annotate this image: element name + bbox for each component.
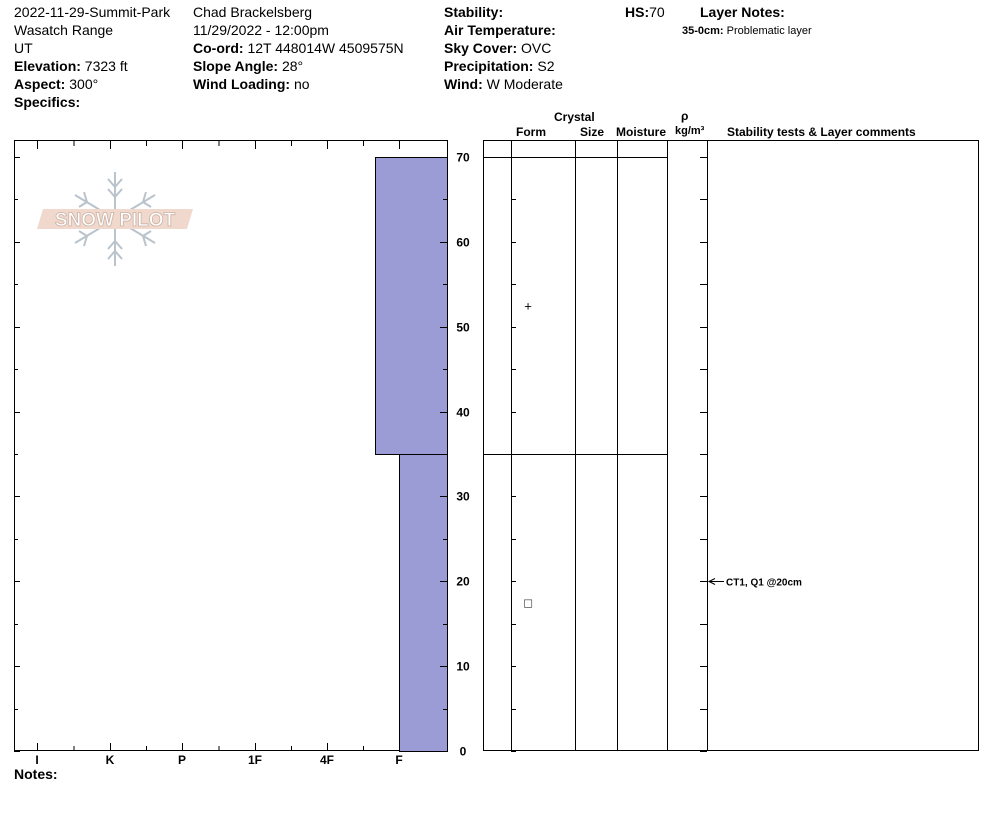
height-tick-label: 50 — [456, 321, 470, 335]
hardness-bars — [375, 157, 448, 752]
wind-label: Wind: — [444, 76, 483, 92]
height-tick-label: 70 — [456, 151, 470, 165]
notes-label: Notes: — [14, 766, 58, 782]
hardness-tick-label: P — [178, 753, 186, 767]
hardness-bar — [375, 157, 448, 455]
observation-datetime: 11/29/2022 - 12:00pm — [193, 22, 329, 38]
aspect-row: Aspect: 300° — [14, 75, 98, 93]
layer-note-text: Problematic layer — [726, 25, 812, 37]
wind-value: W Moderate — [486, 76, 563, 92]
grain-symbol: + — [524, 299, 532, 314]
wind-row: Wind: W Moderate — [444, 75, 563, 93]
stability-comments-header: Stability tests & Layer comments — [727, 125, 916, 139]
stability-label: Stability: — [444, 4, 504, 20]
density-unit-header: kg/m³ — [675, 125, 705, 137]
precip-row: Precipitation: S2 — [444, 57, 554, 75]
slope-row: Slope Angle: 28° — [193, 57, 303, 75]
stability-tests: CT1, Q1 @20cm — [707, 578, 802, 589]
height-tick-label: 30 — [456, 490, 470, 504]
aspect-label: Aspect: — [14, 76, 66, 92]
hs-row: HS:70 — [625, 3, 665, 21]
hardness-tick-label: 4F — [320, 753, 334, 767]
coord-value: 12T 448014W 4509575N — [247, 40, 404, 56]
precip-label: Precipitation: — [444, 58, 534, 74]
hardness-tick-label: F — [395, 753, 402, 767]
sky-label: Sky Cover: — [444, 40, 518, 56]
elevation-value: 7323 ft — [84, 58, 128, 74]
aspect-value: 300° — [69, 76, 99, 92]
observer-name: Chad Brackelsberg — [193, 4, 313, 20]
coord-label: Co-ord: — [193, 40, 244, 56]
height-tick-label: 0 — [460, 745, 467, 759]
layer-notes-label: Layer Notes: — [700, 4, 785, 20]
snowpilot-logo: SNOW PILOT — [37, 172, 193, 266]
grain-symbol: □ — [524, 596, 532, 611]
table-ticks — [511, 157, 707, 752]
logo-banner — [37, 209, 193, 229]
elevation-row: Elevation: 7323 ft — [14, 57, 128, 75]
slope-label: Slope Angle: — [193, 58, 279, 74]
location-title: 2022-11-29-Summit-Park — [14, 4, 171, 20]
sky-row: Sky Cover: OVC — [444, 39, 551, 57]
crystal-header: Crystal — [554, 110, 595, 124]
elevation-label: Elevation: — [14, 58, 81, 74]
precip-value: S2 — [537, 58, 555, 74]
moisture-header: Moisture — [616, 125, 667, 139]
sky-value: OVC — [521, 40, 552, 56]
layer-table — [483, 140, 979, 751]
layer-table-frame — [483, 140, 979, 751]
hardness-axis: I K P 1F 4F F — [35, 141, 403, 767]
range-name: Wasatch Range — [14, 22, 114, 38]
coord-row: Co-ord: 12T 448014W 4509575N — [193, 39, 404, 57]
height-axis: 0 10 20 30 40 50 60 70 — [14, 151, 470, 759]
hs-value: 70 — [649, 4, 665, 20]
stability-test-label: CT1, Q1 @20cm — [726, 578, 802, 589]
wind-loading-label: Wind Loading: — [193, 76, 291, 92]
logo-text: SNOW PILOT — [55, 210, 176, 231]
hardness-tick-label: K — [106, 753, 115, 767]
height-tick-label: 60 — [456, 236, 470, 250]
hardness-tick-label: I — [35, 753, 38, 767]
hs-label: HS: — [625, 4, 650, 20]
height-tick-label: 40 — [456, 406, 470, 420]
state-name: UT — [14, 40, 33, 56]
hardness-bar — [399, 454, 448, 752]
rho-header: ρ — [681, 109, 689, 123]
layer-note-depth: 35-0cm: — [682, 25, 724, 37]
grain-symbols: +□ — [524, 299, 532, 611]
stability-test-arrowhead — [707, 578, 716, 585]
layer-note-row: 35-0cm: Problematic layer — [682, 22, 812, 40]
height-tick-label: 10 — [456, 660, 470, 674]
hardness-tick-label: 1F — [248, 753, 262, 767]
form-header: Form — [516, 125, 546, 139]
wind-loading-value: no — [293, 76, 310, 92]
slope-value: 28° — [281, 58, 304, 74]
air-temp-label: Air Temperature: — [444, 22, 556, 38]
size-header: Size — [580, 125, 605, 139]
wind-loading-row: Wind Loading: no — [193, 75, 310, 93]
specifics-label: Specifics: — [14, 94, 81, 110]
height-tick-label: 20 — [456, 575, 470, 589]
